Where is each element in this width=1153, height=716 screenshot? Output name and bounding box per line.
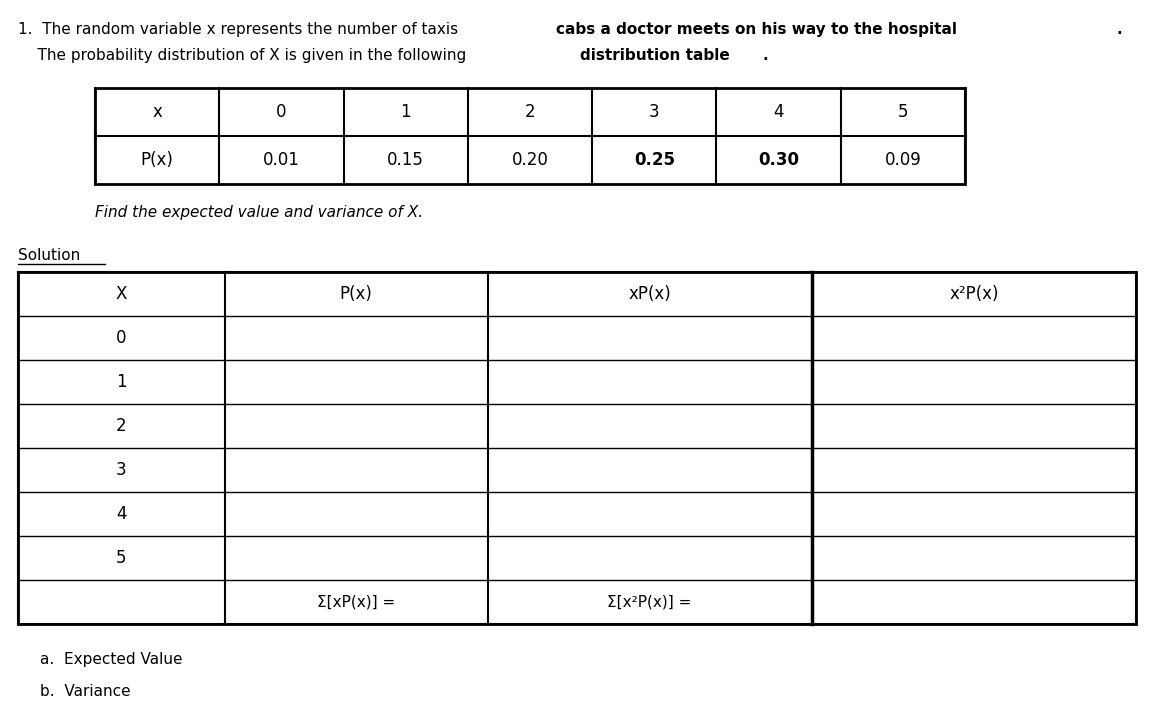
Text: xP(x): xP(x) — [628, 285, 671, 303]
Text: 0.15: 0.15 — [387, 151, 424, 169]
Text: 0.09: 0.09 — [884, 151, 921, 169]
Text: .: . — [1117, 22, 1123, 37]
Text: 0.25: 0.25 — [634, 151, 675, 169]
Text: P(x): P(x) — [340, 285, 372, 303]
Text: 4: 4 — [774, 103, 784, 121]
Text: 0.20: 0.20 — [512, 151, 549, 169]
Text: 1: 1 — [400, 103, 410, 121]
Text: X: X — [115, 285, 127, 303]
Text: cabs a doctor meets on his way to the hospital: cabs a doctor meets on his way to the ho… — [556, 22, 957, 37]
Text: 2: 2 — [525, 103, 535, 121]
Text: 1.  The random variable x represents the number of taxis: 1. The random variable x represents the … — [18, 22, 464, 37]
Text: 5: 5 — [116, 549, 127, 567]
Text: Σ[x²P(x)] =: Σ[x²P(x)] = — [608, 594, 692, 609]
Text: .: . — [762, 48, 768, 63]
Text: b.  Variance: b. Variance — [40, 684, 130, 699]
Text: 0.01: 0.01 — [263, 151, 300, 169]
Text: Solution: Solution — [18, 248, 81, 263]
Text: The probability distribution of X is given in the following: The probability distribution of X is giv… — [18, 48, 472, 63]
Text: Σ[xP(x)] =: Σ[xP(x)] = — [317, 594, 395, 609]
Bar — [18, 272, 1136, 624]
Text: 4: 4 — [116, 505, 127, 523]
Text: a.  Expected Value: a. Expected Value — [40, 652, 182, 667]
Bar — [95, 88, 965, 184]
Text: Find the expected value and variance of X.: Find the expected value and variance of … — [95, 205, 423, 220]
Text: P(x): P(x) — [141, 151, 174, 169]
Text: 3: 3 — [649, 103, 660, 121]
Text: x: x — [152, 103, 163, 121]
Text: distribution table: distribution table — [580, 48, 730, 63]
Text: 0: 0 — [116, 329, 127, 347]
Text: 5: 5 — [897, 103, 909, 121]
Text: 2: 2 — [116, 417, 127, 435]
Text: x²P(x): x²P(x) — [949, 285, 998, 303]
Text: 0.30: 0.30 — [758, 151, 799, 169]
Text: 0: 0 — [277, 103, 287, 121]
Text: 1: 1 — [116, 373, 127, 391]
Text: 3: 3 — [116, 461, 127, 479]
